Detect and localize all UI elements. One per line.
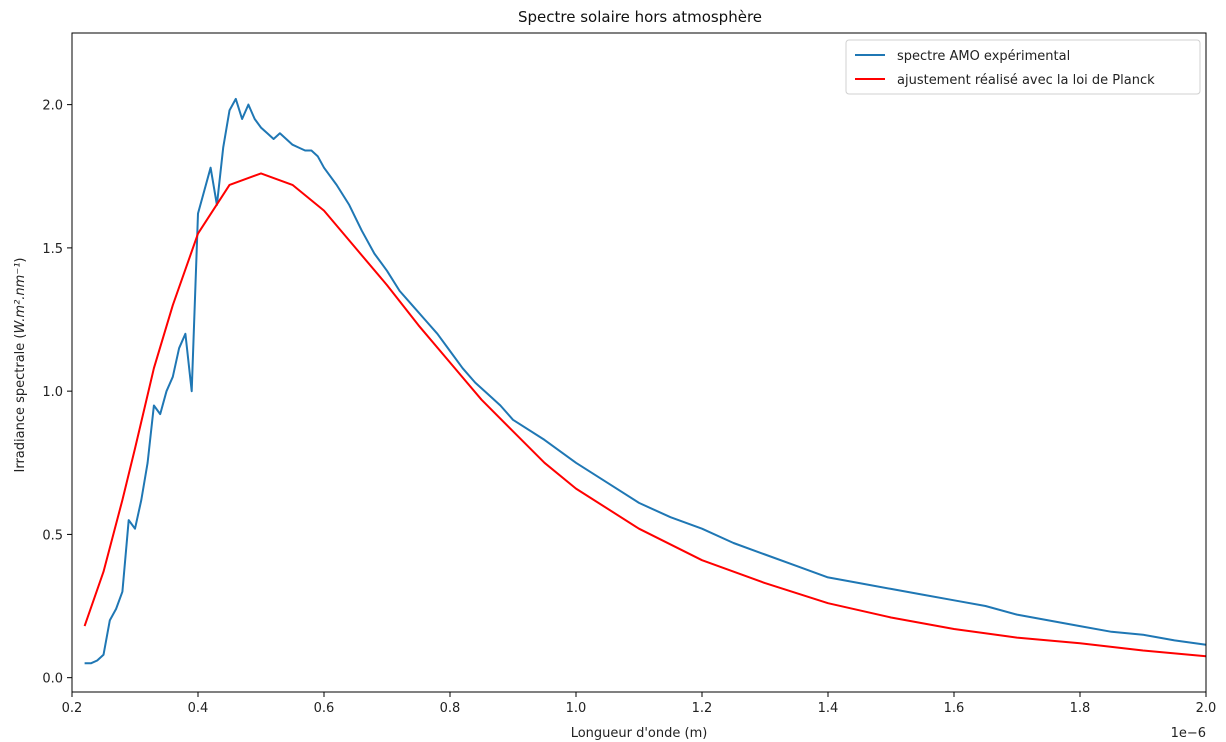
x-tick-label: 0.4	[188, 701, 209, 716]
x-axis-label: Longueur d'onde (m)	[571, 726, 708, 741]
y-tick-label: 2.0	[42, 99, 63, 114]
y-tick-label: 0.0	[42, 672, 63, 687]
x-tick-label: 1.8	[1070, 701, 1091, 716]
x-tick-label: 1.6	[944, 701, 965, 716]
x-tick-label: 0.8	[440, 701, 461, 716]
legend: spectre AMO expérimental ajustement réal…	[845, 39, 1201, 95]
x-tick-label: 2.0	[1196, 701, 1217, 716]
x-tick-label: 1.4	[818, 701, 839, 716]
legend-label-experimental: spectre AMO expérimental	[897, 49, 1070, 64]
legend-box	[845, 39, 1201, 95]
y-axis-ticks: 0.0 0.5 1.0 1.5 2.0	[42, 99, 72, 687]
x-tick-label: 0.2	[62, 701, 83, 716]
chart-title: Spectre solaire hors atmosphère	[518, 8, 762, 26]
plot-area	[72, 33, 1206, 692]
x-axis-ticks: 0.2 0.4 0.6 0.8 1.0 1.2 1.4 1.6 1.8 2.0	[62, 692, 1217, 716]
y-axis-label-prefix: Irradiance spectrale (	[13, 333, 28, 472]
y-tick-label: 0.5	[42, 528, 63, 543]
y-tick-label: 1.5	[42, 242, 63, 257]
x-tick-label: 1.0	[566, 701, 587, 716]
x-axis-offset: 1e−6	[1171, 726, 1206, 741]
series-line-experimental	[84, 97, 1207, 665]
series-line-planck	[83, 172, 1207, 658]
y-axis-label-math: W.m².nm⁻¹	[13, 263, 28, 334]
y-axis-label-suffix: )	[13, 257, 28, 262]
x-tick-label: 0.6	[314, 701, 335, 716]
plot-frame	[71, 32, 1207, 693]
x-tick-label: 1.2	[692, 701, 713, 716]
y-tick-label: 1.0	[42, 385, 63, 400]
legend-label-planck: ajustement réalisé avec la loi de Planck	[897, 73, 1155, 88]
series-group	[83, 97, 1207, 665]
y-axis-label: Irradiance spectrale (W.m².nm⁻¹)	[13, 257, 28, 472]
